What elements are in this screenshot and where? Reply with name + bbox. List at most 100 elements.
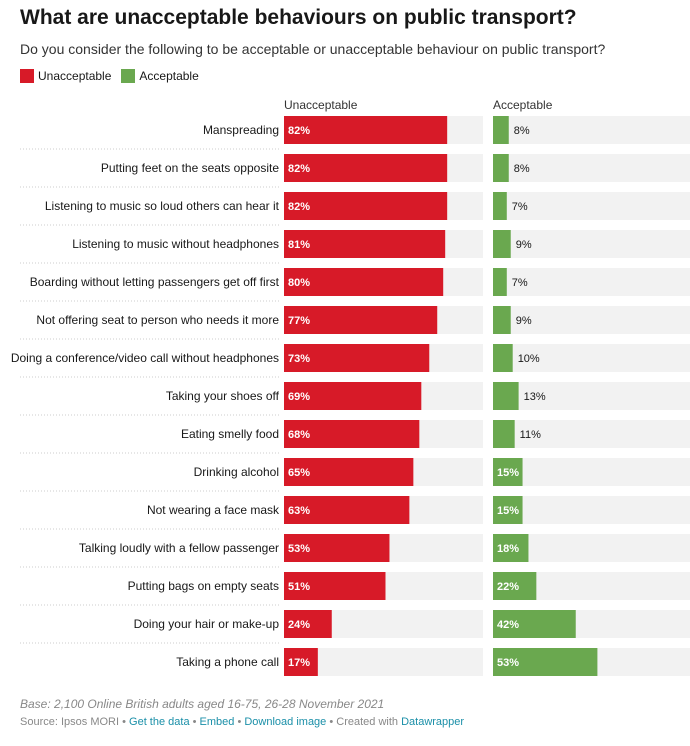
unacceptable-value-label: 69% xyxy=(288,391,310,403)
unacceptable-value-label: 82% xyxy=(288,163,310,175)
chart-footer: Source: Ipsos MORI • Get the data • Embe… xyxy=(20,716,464,728)
created-with-text: Created with xyxy=(336,716,399,728)
category-label: Not offering seat to person who needs it… xyxy=(36,313,279,327)
acceptable-bar xyxy=(493,534,529,562)
unacceptable-bar xyxy=(284,306,438,334)
acceptable-bar xyxy=(493,306,511,334)
acceptable-value-label: 8% xyxy=(514,163,530,175)
category-label: Not wearing a face mask xyxy=(147,503,280,517)
unacceptable-bar xyxy=(284,648,318,676)
column-header-unacceptable: Unacceptable xyxy=(284,98,358,112)
acceptable-value-label: 15% xyxy=(497,505,519,517)
datawrapper-link[interactable]: Datawrapper xyxy=(401,716,465,728)
unacceptable-bar xyxy=(284,154,448,182)
unacceptable-value-label: 65% xyxy=(288,467,310,479)
category-label: Drinking alcohol xyxy=(194,465,279,479)
acceptable-value-label: 53% xyxy=(497,657,519,669)
category-label: Putting feet on the seats opposite xyxy=(101,161,279,175)
unacceptable-value-label: 77% xyxy=(288,315,310,327)
unacceptable-bar xyxy=(284,420,420,448)
acceptable-track xyxy=(493,154,690,182)
category-label: Putting bags on empty seats xyxy=(128,579,279,593)
get-data-link[interactable]: Get the data xyxy=(129,716,190,728)
category-label: Manspreading xyxy=(203,123,279,137)
chart-title: What are unacceptable behaviours on publ… xyxy=(20,6,577,29)
acceptable-track xyxy=(493,496,690,524)
acceptable-track xyxy=(493,306,690,334)
category-label: Doing a conference/video call without he… xyxy=(11,351,279,365)
acceptable-value-label: 42% xyxy=(497,619,519,631)
category-label: Listening to music without headphones xyxy=(72,237,279,251)
unacceptable-value-label: 68% xyxy=(288,429,310,441)
acceptable-track xyxy=(493,344,690,372)
acceptable-value-label: 10% xyxy=(518,353,540,365)
acceptable-bar xyxy=(493,230,511,258)
acceptable-value-label: 8% xyxy=(514,125,530,137)
unacceptable-value-label: 51% xyxy=(288,581,310,593)
category-label: Listening to music so loud others can he… xyxy=(45,199,280,213)
unacceptable-bar xyxy=(284,268,444,296)
unacceptable-value-label: 63% xyxy=(288,505,310,517)
unacceptable-value-label: 82% xyxy=(288,201,310,213)
acceptable-bar xyxy=(493,420,515,448)
embed-link[interactable]: Embed xyxy=(199,716,235,728)
acceptable-bar xyxy=(493,610,576,638)
acceptable-bar xyxy=(493,648,598,676)
unacceptable-value-label: 24% xyxy=(288,619,310,631)
acceptable-value-label: 13% xyxy=(524,391,546,403)
acceptable-track xyxy=(493,116,690,144)
category-label: Doing your hair or make-up xyxy=(134,617,280,631)
unacceptable-value-label: 82% xyxy=(288,125,310,137)
legend-label-unacceptable: Unacceptable xyxy=(38,69,112,83)
chart-notes: Base: 2,100 Online British adults aged 1… xyxy=(20,697,385,711)
acceptable-bar xyxy=(493,116,509,144)
unacceptable-value-label: 73% xyxy=(288,353,310,365)
unacceptable-value-label: 80% xyxy=(288,277,310,289)
acceptable-bar xyxy=(493,382,519,410)
unacceptable-value-label: 81% xyxy=(288,239,310,251)
acceptable-value-label: 7% xyxy=(512,277,528,289)
acceptable-track xyxy=(493,268,690,296)
legend: Unacceptable Acceptable xyxy=(20,69,199,83)
bar-chart: Manspreading 82% 8% Putting feet on the sea… xyxy=(11,116,690,676)
acceptable-bar xyxy=(493,496,523,524)
category-label: Talking loudly with a fellow passenger xyxy=(79,541,279,555)
column-header-acceptable: Acceptable xyxy=(493,98,553,112)
acceptable-track xyxy=(493,420,690,448)
unacceptable-bar xyxy=(284,116,448,144)
unacceptable-value-label: 17% xyxy=(288,657,310,669)
acceptable-track xyxy=(493,458,690,486)
acceptable-track xyxy=(493,230,690,258)
legend-swatch-unacceptable xyxy=(20,69,34,83)
unacceptable-bar xyxy=(284,534,390,562)
chart-subtitle: Do you consider the following to be acce… xyxy=(20,41,606,57)
acceptable-value-label: 18% xyxy=(497,543,519,555)
acceptable-value-label: 9% xyxy=(516,239,532,251)
legend-swatch-acceptable xyxy=(121,69,136,83)
unacceptable-value-label: 53% xyxy=(288,543,310,555)
unacceptable-bar xyxy=(284,572,386,600)
acceptable-track xyxy=(493,192,690,220)
unacceptable-bar xyxy=(284,458,414,486)
acceptable-bar xyxy=(493,154,509,182)
acceptable-value-label: 9% xyxy=(516,315,532,327)
legend-item-unacceptable: Unacceptable xyxy=(20,69,111,83)
unacceptable-bar xyxy=(284,610,332,638)
unacceptable-bar xyxy=(284,344,430,372)
acceptable-bar xyxy=(493,192,507,220)
footer-separator: • xyxy=(326,716,337,728)
acceptable-track xyxy=(493,382,690,410)
category-label: Taking your shoes off xyxy=(166,389,280,403)
unacceptable-bar xyxy=(284,230,446,258)
acceptable-bar xyxy=(493,572,537,600)
acceptable-value-label: 22% xyxy=(497,581,519,593)
acceptable-value-label: 11% xyxy=(520,429,541,441)
category-label: Taking a phone call xyxy=(176,655,279,669)
footer-separator: • xyxy=(119,716,130,728)
acceptable-value-label: 15% xyxy=(497,467,519,479)
acceptable-value-label: 7% xyxy=(512,201,528,213)
acceptable-bar xyxy=(493,344,513,372)
category-label: Eating smelly food xyxy=(181,427,279,441)
download-image-link[interactable]: Download image xyxy=(244,716,327,728)
unacceptable-bar xyxy=(284,192,448,220)
